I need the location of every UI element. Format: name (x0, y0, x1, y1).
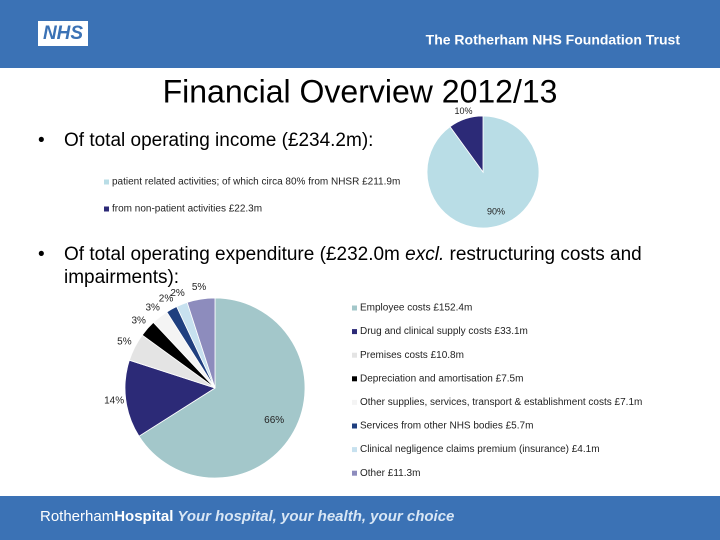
legend-label: Services from other NHS bodies £5.7m (360, 421, 533, 432)
nhs-logo: NHS (43, 23, 83, 44)
legend-swatch (352, 376, 357, 382)
bullet-emphasis: excl. (405, 244, 445, 265)
slice-label: 3% (131, 315, 146, 326)
slice-label: 14% (104, 395, 124, 406)
slice-label: 66% (264, 415, 284, 426)
nhs-logo-box (38, 21, 88, 46)
slice-label: 3% (145, 302, 160, 313)
footer-brand-b: Hospital (114, 508, 173, 525)
bullet-expenditure: • Of total operating expenditure (£232.0m… (38, 243, 694, 289)
legend-swatch (352, 305, 357, 311)
legend-label: Clinical negligence claims premium (insu… (360, 444, 600, 455)
legend-swatch (352, 352, 357, 358)
legend-swatch (104, 206, 109, 212)
header-band (0, 0, 720, 68)
legend-label: patient related activities; of which cir… (112, 177, 400, 188)
bullet-text-after: restructuring costs and impairments): (64, 244, 642, 288)
footer-brand: RotherhamHospital Your hospital, your hea… (40, 508, 454, 525)
legend-swatch (352, 447, 357, 453)
legend-label: Drug and clinical supply costs £33.1m (360, 326, 528, 337)
legend-swatch (104, 179, 109, 185)
slide-title: Financial Overview 2012/13 (163, 73, 558, 109)
legend-swatch (352, 329, 357, 335)
bullet-income: • Of total operating income (£234.2m): (38, 129, 374, 152)
slice-label: 2% (170, 288, 185, 299)
slice-label: 90% (487, 206, 505, 216)
legend-label: Employee costs £152.4m (360, 303, 472, 314)
pie-slice (124, 359, 216, 437)
legend-label: from non-patient activities £22.3m (112, 204, 262, 215)
bullet-dot: • (38, 244, 45, 265)
footer-tagline: Your hospital, your health, your choice (177, 508, 454, 525)
pie-slice (138, 297, 306, 479)
pie-slice (449, 115, 484, 174)
legend-label: Depreciation and amortisation £7.5m (360, 373, 523, 384)
slice-label: 5% (192, 282, 207, 293)
slice-label: 5% (117, 336, 132, 347)
slice-label: 2% (159, 294, 174, 305)
legend-label: Other £11.3m (360, 468, 420, 479)
footer-band (0, 496, 720, 540)
footer-brand-a: Rotherham (40, 508, 114, 525)
legend-swatch (352, 470, 357, 476)
organisation-name: The Rotherham NHS Foundation Trust (426, 32, 681, 48)
slice-label: 10% (454, 106, 472, 116)
bullet-text: Of total operating income (£234.2m): (64, 130, 374, 151)
legend-swatch (352, 399, 357, 405)
legend-label: Other supplies, services, transport & es… (360, 397, 642, 408)
bullet-dot: • (38, 130, 45, 151)
pie-slice (186, 297, 216, 389)
legend-swatch (352, 423, 357, 429)
legend-label: Premises costs £10.8m (360, 350, 464, 361)
bullet-text: Of total operating expenditure (£232.0m (64, 244, 406, 265)
